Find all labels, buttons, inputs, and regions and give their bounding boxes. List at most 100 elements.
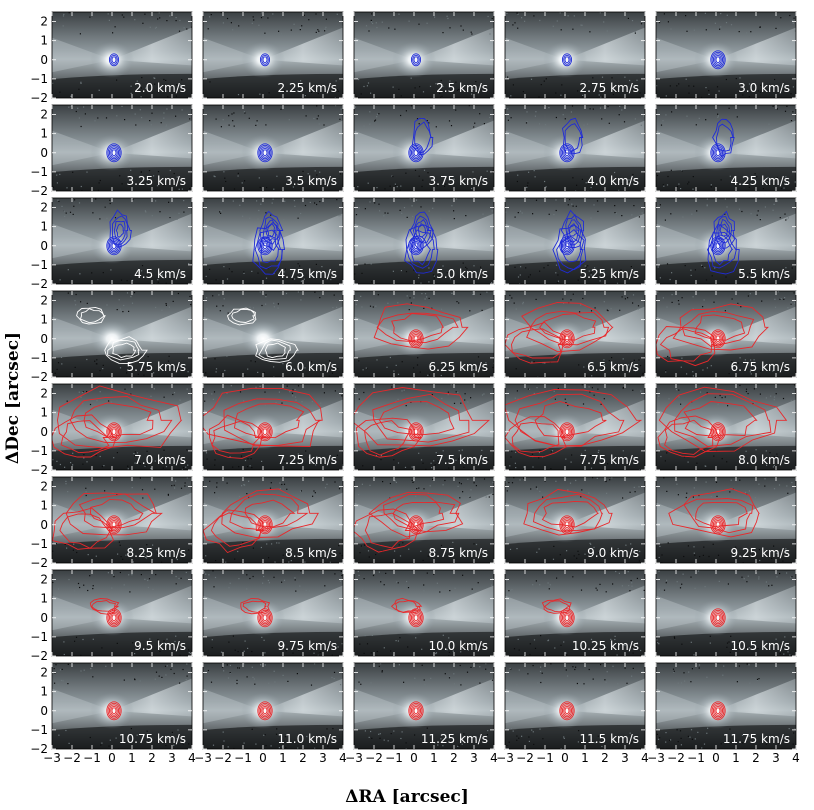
noise-speckle <box>758 483 760 485</box>
noise-speckle <box>182 467 184 469</box>
noise-speckle <box>307 173 309 175</box>
noise-speckle <box>472 590 474 592</box>
noise-speckle <box>310 368 312 370</box>
noise-speckle <box>597 451 599 453</box>
noise-speckle <box>395 364 397 366</box>
noise-speckle <box>317 115 319 117</box>
noise-speckle <box>510 727 512 730</box>
tick-marks <box>353 105 495 192</box>
noise-speckle <box>491 17 493 20</box>
contour-ring <box>409 423 423 440</box>
noise-speckle <box>214 358 216 360</box>
noise-speckle <box>601 95 603 97</box>
noise-speckle <box>453 178 455 180</box>
noise-speckle <box>379 210 381 212</box>
noise-speckle <box>324 28 326 30</box>
noise-speckle <box>66 400 68 402</box>
noise-speckle <box>636 79 638 81</box>
noise-speckle <box>155 574 157 576</box>
noise-speckle <box>746 663 748 665</box>
noise-speckle <box>149 638 151 640</box>
noise-speckle <box>742 94 744 96</box>
noise-speckle <box>424 293 427 295</box>
noise-speckle <box>81 190 83 191</box>
x-tick-label: 3 <box>319 751 327 765</box>
noise-speckle <box>487 459 489 461</box>
noise-speckle <box>209 480 211 482</box>
noise-speckle <box>474 122 476 124</box>
noise-speckle <box>631 582 633 584</box>
noise-speckle <box>750 213 752 215</box>
central-source <box>90 320 134 357</box>
noise-speckle <box>458 458 460 460</box>
channel-panel: 6.0 km/s <box>202 290 344 378</box>
noise-speckle <box>733 643 735 645</box>
noise-speckle <box>560 29 562 31</box>
noise-speckle <box>58 734 60 736</box>
noise-speckle <box>80 81 82 83</box>
noise-speckle <box>315 13 317 15</box>
noise-speckle <box>609 550 611 552</box>
noise-speckle <box>455 109 457 111</box>
noise-speckle <box>67 491 69 493</box>
panel-frame <box>202 662 344 750</box>
noise-speckle <box>544 362 546 364</box>
noise-speckle <box>483 393 485 395</box>
noise-speckle <box>786 105 788 107</box>
noise-speckle <box>563 736 565 738</box>
noise-speckle <box>567 489 569 491</box>
noise-speckle <box>678 183 680 185</box>
noise-speckle <box>244 640 246 642</box>
noise-speckle <box>637 308 639 310</box>
noise-speckle <box>398 664 400 666</box>
noise-speckle <box>685 496 687 499</box>
noise-speckle <box>518 649 520 651</box>
noise-speckle <box>209 16 211 18</box>
noise-speckle <box>510 95 512 97</box>
noise-speckle <box>557 280 560 282</box>
noise-speckle <box>58 200 60 202</box>
contour-ring <box>564 614 570 622</box>
contour-ring <box>107 423 121 440</box>
noise-speckle <box>588 386 590 388</box>
noise-speckle <box>411 466 413 468</box>
contour-ring <box>108 146 120 160</box>
noise-speckle <box>710 495 712 498</box>
contour-lobe <box>552 224 587 274</box>
noise-speckle <box>268 92 270 94</box>
western-nebulosity <box>354 130 414 166</box>
contour-lobe <box>417 222 427 238</box>
noise-speckle <box>59 669 62 671</box>
noise-speckle <box>516 739 518 741</box>
noise-speckle <box>311 405 313 407</box>
panel-frame <box>202 476 344 564</box>
noise-speckle <box>635 370 637 372</box>
contour-lobe <box>65 492 163 536</box>
western-nebulosity <box>505 595 565 631</box>
noise-speckle <box>177 368 179 370</box>
noise-speckle <box>366 643 369 645</box>
noise-speckle <box>793 732 795 734</box>
noise-speckle <box>215 371 217 373</box>
noise-speckle <box>677 494 679 496</box>
noise-speckle <box>428 374 430 376</box>
noise-speckle <box>308 590 310 592</box>
noise-speckle <box>688 181 690 183</box>
noise-speckle <box>571 105 574 107</box>
noise-speckle <box>392 175 394 178</box>
noise-speckle <box>383 739 385 741</box>
noise-speckle <box>600 664 602 666</box>
panel-image <box>505 105 645 191</box>
noise-speckle <box>485 496 487 498</box>
noise-speckle <box>714 267 716 269</box>
noise-speckle <box>233 112 235 114</box>
noise-speckle <box>205 452 208 454</box>
noise-speckle <box>223 266 225 268</box>
noise-speckle <box>265 294 267 296</box>
noise-speckle <box>726 206 728 208</box>
noise-speckle <box>144 578 146 580</box>
velocity-label: 10.25 km/s <box>572 639 639 653</box>
noise-speckle <box>246 676 248 678</box>
noise-speckle <box>793 17 795 19</box>
noise-speckle <box>406 580 408 583</box>
